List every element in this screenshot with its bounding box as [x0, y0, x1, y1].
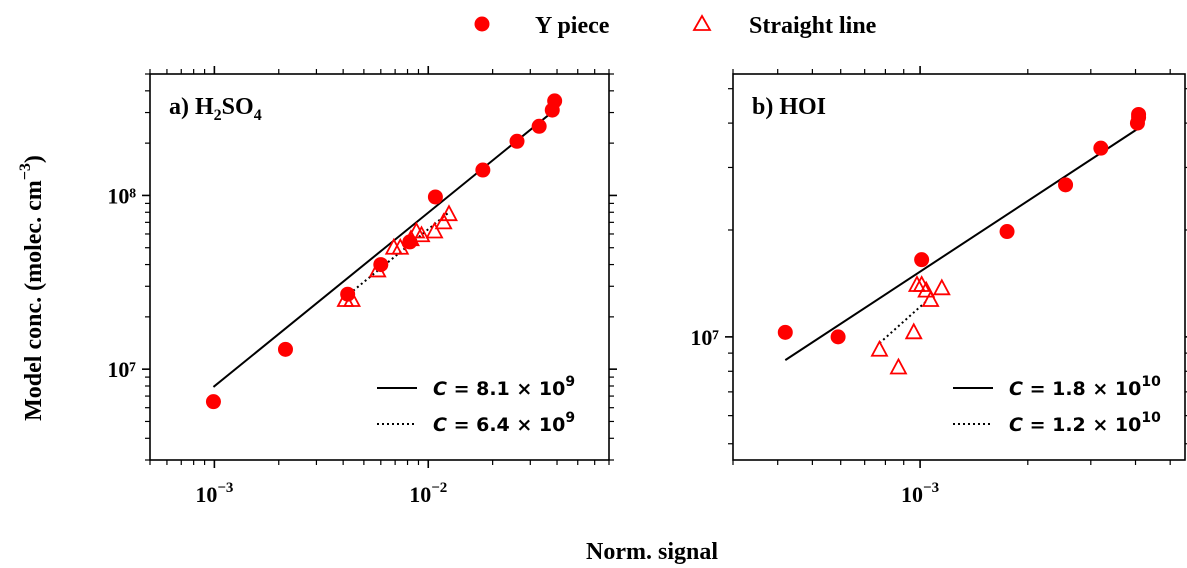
data-point-y-piece	[1131, 106, 1147, 122]
data-point-y-piece	[1058, 177, 1074, 193]
data-point-y-piece	[830, 329, 846, 345]
legend-straight-line-label: Straight line	[749, 13, 877, 39]
fit-line-straight	[878, 299, 929, 344]
data-point-y-piece	[999, 224, 1015, 240]
x-axis-label: Norm. signal	[586, 539, 718, 565]
y-tick-label: 10⁸	[107, 183, 136, 208]
plot-frame	[149, 73, 610, 461]
fit-legend-label: C = 1.2 × 1010	[1009, 410, 1161, 436]
fit-line-y-piece	[212, 109, 556, 388]
legend-y-piece-label: Y piece	[535, 13, 610, 39]
data-point-straight-line	[889, 357, 908, 375]
panel-a-h2so4: 10−3 10−2 10⁷ 10⁸ a) H2SO4 C = 8.1 × 109 C = 6…	[107, 66, 617, 507]
data-point-y-piece	[509, 133, 525, 149]
fit-legend-label: C = 8.1 × 109	[433, 374, 575, 400]
plot-frame	[732, 73, 1186, 461]
legend-straight-line-marker	[692, 14, 712, 31]
fit-line-y-piece	[784, 128, 1138, 361]
data-point-y-piece	[427, 189, 443, 205]
fit-legend-label: C = 6.4 × 109	[433, 410, 575, 436]
data-point-y-piece	[373, 257, 389, 273]
data-point-straight-line	[932, 278, 951, 296]
data-point-y-piece	[340, 286, 356, 302]
y-axis-label: Model conc. (molec. cm−3)	[17, 155, 47, 421]
data-point-straight-line	[368, 260, 387, 278]
data-point-straight-line	[917, 280, 936, 298]
x-tick-label: 10−3	[195, 480, 233, 507]
data-point-y-piece	[277, 341, 293, 357]
data-point-straight-line	[921, 290, 940, 307]
data-point-straight-line	[439, 204, 458, 222]
data-point-y-piece	[531, 118, 547, 134]
data-point-y-piece	[205, 394, 221, 410]
y-tick-label: 10⁷	[107, 357, 136, 382]
data-point-straight-line	[391, 237, 410, 255]
data-point-y-piece	[1093, 140, 1109, 156]
data-point-straight-line	[425, 221, 444, 239]
fit-line-straight	[344, 211, 450, 298]
data-point-y-piece	[914, 252, 930, 268]
x-tick-label: 10−2	[409, 480, 447, 507]
y-tick-label: 10⁷	[690, 325, 719, 350]
panel-label: a) H2SO4	[169, 94, 262, 124]
data-point-straight-line	[342, 290, 362, 307]
data-point-y-piece	[777, 324, 793, 340]
panel-b-hoi: 10−3 10⁷ b) HOI C = 1.8 × 1010 C = 1.2 × 101…	[690, 66, 1187, 507]
data-point-straight-line	[904, 322, 923, 340]
legend-y-piece-marker	[474, 16, 490, 32]
legend: Y piece Straight line	[474, 13, 877, 39]
data-point-straight-line	[412, 225, 431, 243]
x-tick-label: 10−3	[901, 480, 939, 507]
panel-label: b) HOI	[752, 94, 826, 120]
data-point-straight-line	[434, 212, 453, 230]
fit-legend-label: C = 1.8 × 1010	[1009, 374, 1161, 400]
data-point-straight-line	[870, 339, 889, 357]
data-point-y-piece	[547, 93, 563, 109]
data-point-y-piece	[475, 162, 491, 178]
